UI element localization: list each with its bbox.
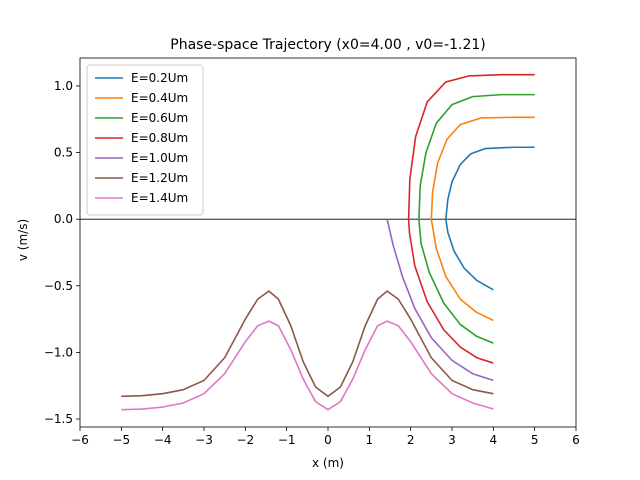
x-tick-label-9: 3 [448,433,456,447]
x-tick-label-1: −5 [112,433,130,447]
legend-label-4: E=1.0Um [131,151,188,165]
plot-area [80,73,576,411]
x-tick-label-10: 4 [490,433,498,447]
series-line-2 [418,93,535,344]
series-line-3 [407,73,535,364]
series-line-4 [386,219,494,382]
y-tick-label-4: 0.5 [54,146,73,160]
legend-label-5: E=1.2Um [131,171,188,185]
x-tick-label-8: 2 [407,433,415,447]
x-tick-label-4: −2 [236,433,254,447]
y-tick-label-0: −1.5 [44,412,73,426]
legend-label-3: E=0.8Um [131,131,188,145]
legend-label-2: E=0.6Um [131,111,188,125]
x-tick-label-0: −6 [71,433,89,447]
x-tick-label-5: −1 [278,433,296,447]
y-axis-label: v (m/s) [16,219,30,261]
chart-title: Phase-space Trajectory (x0=4.00 , v0=-1.… [170,37,485,53]
x-tick-label-6: 0 [324,433,332,447]
x-tick-label-7: 1 [366,433,374,447]
axes-layer: −6 −5 −4 −3 −2 −1 0 1 2 3 4 5 6 −1.5 −1.0 −0.5 0.0 0.5 1.0 [44,57,580,447]
series-line-1 [430,116,535,322]
legend: E=0.2Um E=0.4Um E=0.6Um E=0.8Um E=1.0Um E=1.2… [86,64,204,216]
y-tick-label-3: 0.0 [54,212,73,226]
series-line-6 [121,320,494,411]
series-line-5 [121,290,494,398]
x-tick-label-12: 6 [572,433,580,447]
legend-label-6: E=1.4Um [131,191,188,205]
y-tick-label-5: 1.0 [54,79,73,93]
x-axis-label: x (m) [312,456,344,470]
x-tick-label-11: 5 [531,433,539,447]
series-line-0 [445,146,535,291]
legend-label-1: E=0.4Um [131,91,188,105]
y-tick-label-2: −0.5 [44,279,73,293]
x-tick-label-2: −4 [154,433,172,447]
legend-label-0: E=0.2Um [131,71,188,85]
y-tick-label-1: −1.0 [44,345,73,359]
x-tick-label-3: −3 [195,433,213,447]
